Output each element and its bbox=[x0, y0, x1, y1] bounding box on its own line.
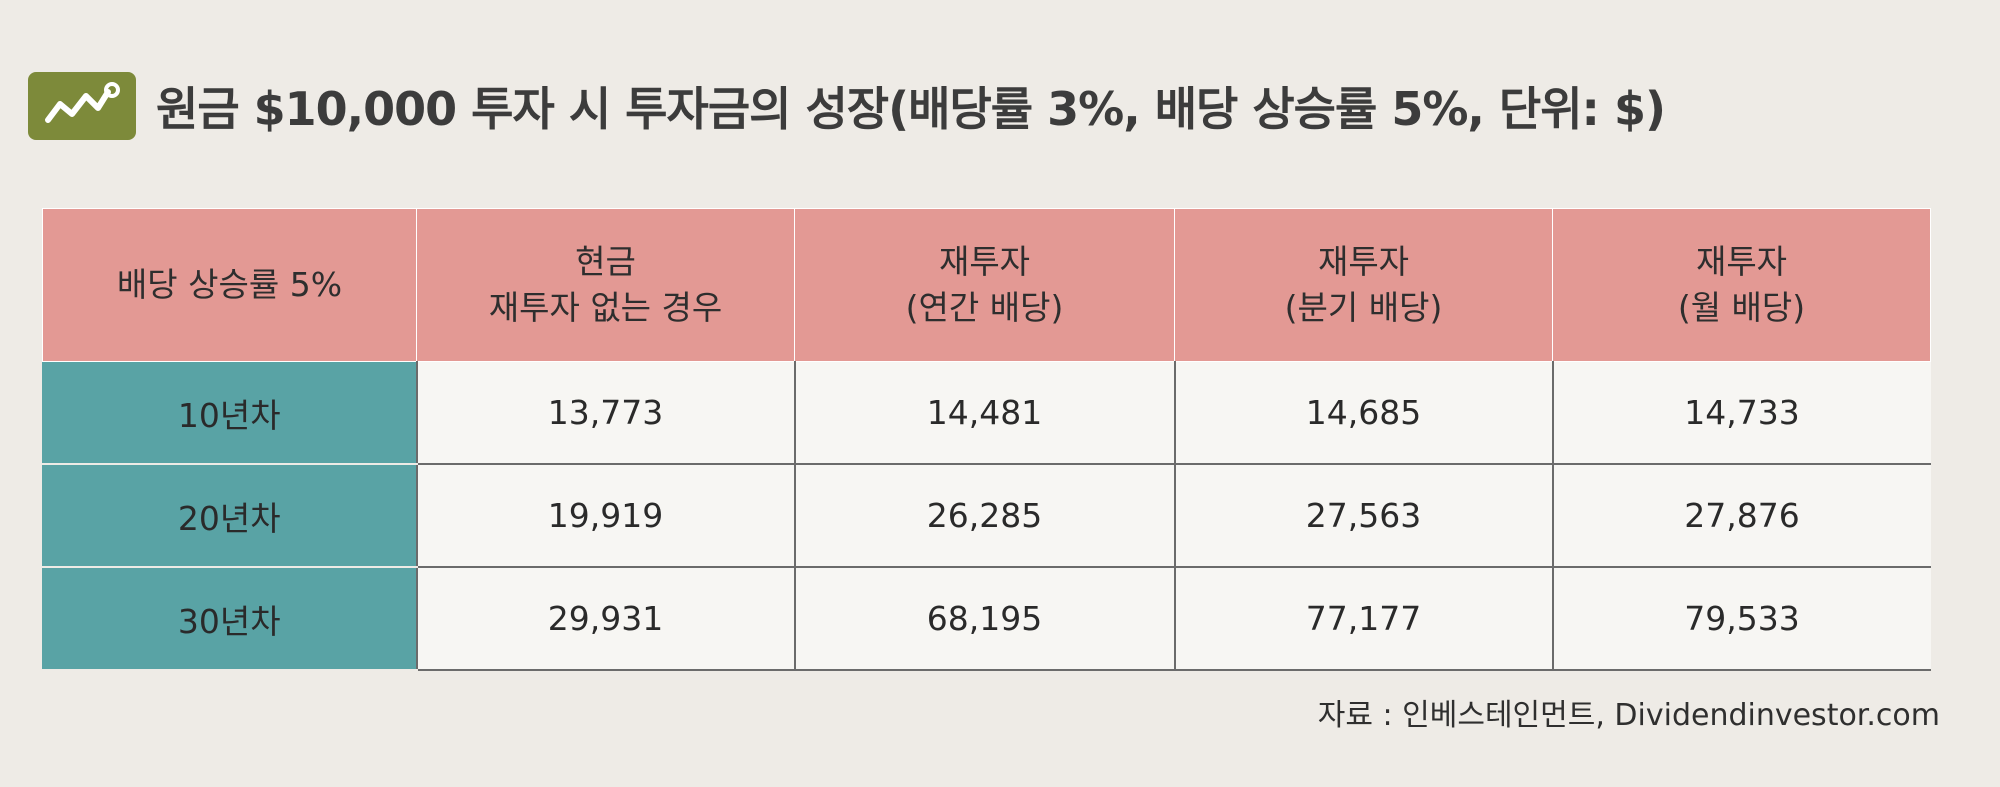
row-label: 20년차 bbox=[42, 463, 417, 568]
title-block: 원금 $10,000 투자 시 투자금의 성장(배당률 3%, 배당 상승률 5… bbox=[28, 72, 1666, 140]
table-cell: 14,733 bbox=[1551, 361, 1931, 465]
column-header: 재투자 (분기 배당) bbox=[1174, 208, 1553, 362]
row-label: 30년차 bbox=[42, 566, 417, 671]
table-cell: 13,773 bbox=[415, 361, 795, 465]
table-cell: 27,563 bbox=[1173, 463, 1553, 568]
table-cell: 77,177 bbox=[1173, 566, 1553, 671]
table-cell: 79,533 bbox=[1551, 566, 1931, 671]
table-header-row: 배당 상승률 5% 현금 재투자 없는 경우 재투자 (연간 배당) 재투자 (분기 … bbox=[42, 208, 1931, 362]
column-header: 재투자 (월 배당) bbox=[1552, 208, 1931, 362]
row-label: 10년차 bbox=[42, 361, 417, 465]
table-row: 10년차 13,773 14,481 14,685 14,733 bbox=[42, 361, 1931, 465]
table-row: 30년차 29,931 68,195 77,177 79,533 bbox=[42, 566, 1931, 671]
data-table: 배당 상승률 5% 현금 재투자 없는 경우 재투자 (연간 배당) 재투자 (분기 … bbox=[42, 208, 1931, 671]
table-cell: 68,195 bbox=[793, 566, 1175, 671]
table-cell: 14,481 bbox=[793, 361, 1175, 465]
table-cell: 29,931 bbox=[415, 566, 795, 671]
page-title: 원금 $10,000 투자 시 투자금의 성장(배당률 3%, 배당 상승률 5… bbox=[156, 82, 1666, 136]
table-cell: 26,285 bbox=[793, 463, 1175, 568]
corner-header: 배당 상승률 5% bbox=[42, 208, 417, 362]
table-row: 20년차 19,919 26,285 27,563 27,876 bbox=[42, 463, 1931, 568]
table-cell: 14,685 bbox=[1173, 361, 1553, 465]
source-note: 자료 : 인베스테인먼트, Dividendinvestor.com bbox=[1317, 698, 1940, 733]
column-header: 재투자 (연간 배당) bbox=[794, 208, 1175, 362]
column-header: 현금 재투자 없는 경우 bbox=[416, 208, 795, 362]
table-cell: 19,919 bbox=[415, 463, 795, 568]
table-cell: 27,876 bbox=[1551, 463, 1931, 568]
growth-chart-icon bbox=[28, 72, 136, 140]
